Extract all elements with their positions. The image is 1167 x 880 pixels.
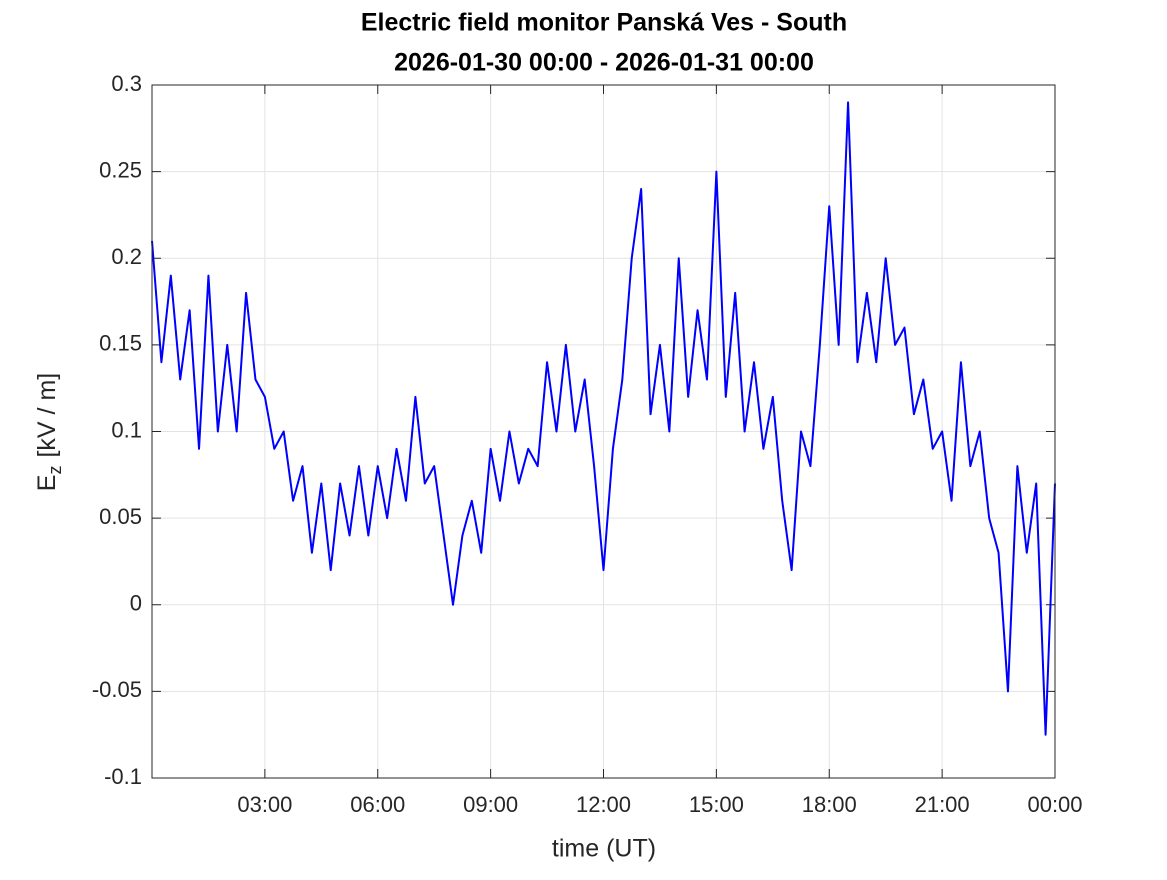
y-label-sub: z [45, 466, 65, 475]
x-tick-label: 12:00 [576, 792, 631, 817]
x-tick-label: 18:00 [802, 792, 857, 817]
x-tick-label: 15:00 [689, 792, 744, 817]
y-axis-label: Ez [kV / m] [33, 373, 65, 491]
x-tick-label: 00:00 [1027, 792, 1082, 817]
y-label-main: E [33, 475, 61, 492]
y-tick-label: 0.2 [111, 244, 142, 269]
y-tick-label: 0.3 [111, 71, 142, 96]
x-tick-label: 21:00 [915, 792, 970, 817]
x-tick-label: 06:00 [350, 792, 405, 817]
y-tick-label: 0.25 [99, 157, 142, 182]
y-tick-label: 0.05 [99, 504, 142, 529]
chart-title: Electric field monitor Panská Ves - Sout… [361, 9, 847, 37]
y-tick-label: 0.15 [99, 331, 142, 356]
x-axis-label: time (UT) [552, 835, 656, 863]
plot-frame [151, 84, 1056, 779]
chart-subtitle: 2026-01-30 00:00 - 2026-01-31 00:00 [394, 49, 814, 77]
y-tick-label: 0.1 [111, 417, 142, 442]
y-tick-label: -0.1 [104, 764, 142, 789]
x-tick-label: 09:00 [463, 792, 518, 817]
y-tick-label: 0 [130, 591, 142, 616]
x-tick-label: 03:00 [237, 792, 292, 817]
y-tick-label: -0.05 [92, 677, 142, 702]
data-line [151, 101, 1056, 736]
y-label-unit: [kV / m] [33, 373, 61, 458]
